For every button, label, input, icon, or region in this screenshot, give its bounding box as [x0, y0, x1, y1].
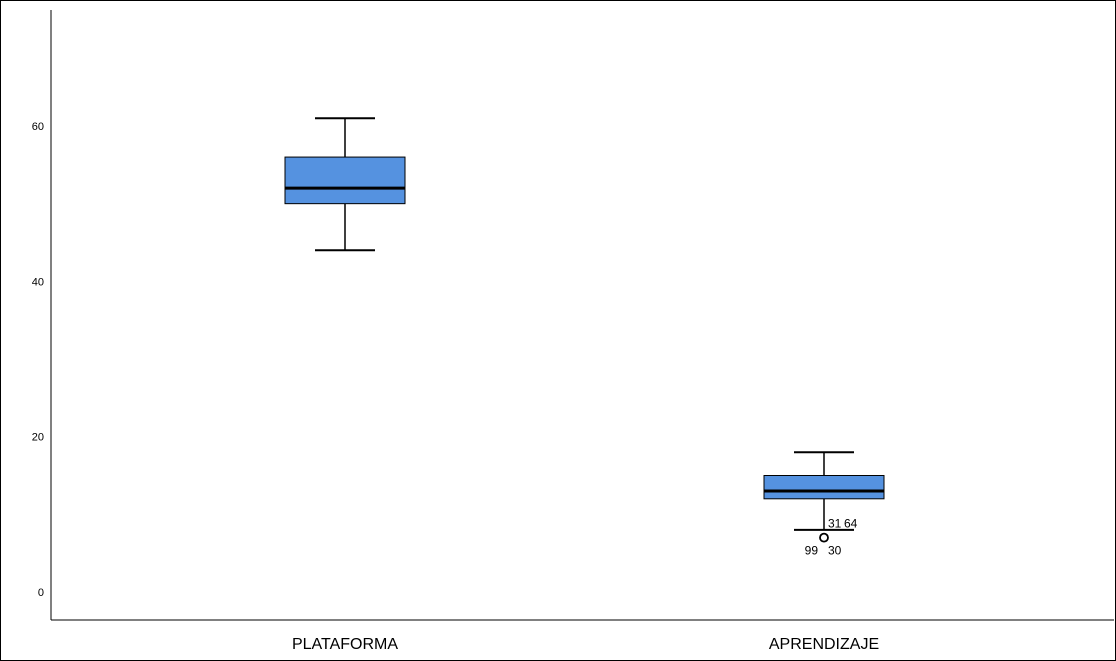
y-tick-label-20: 20 — [32, 432, 44, 444]
box-aprendizaje — [763, 475, 885, 500]
y-tick-label-60: 60 — [32, 121, 44, 133]
outlier-label-31: 31 — [828, 517, 842, 531]
box-plataforma — [284, 156, 406, 205]
y-tick-label-40: 40 — [32, 276, 44, 288]
outlier-label-64: 64 — [844, 517, 858, 531]
outlier-label-30: 30 — [828, 544, 842, 558]
x-category-label-plataforma: PLATAFORMA — [292, 636, 398, 653]
x-category-label-aprendizaje: APRENDIZAJE — [769, 636, 879, 653]
outlier-point-aprendizaje-0 — [819, 532, 829, 543]
outlier-label-99: 99 — [805, 544, 819, 558]
y-tick-label-0: 0 — [38, 587, 44, 599]
